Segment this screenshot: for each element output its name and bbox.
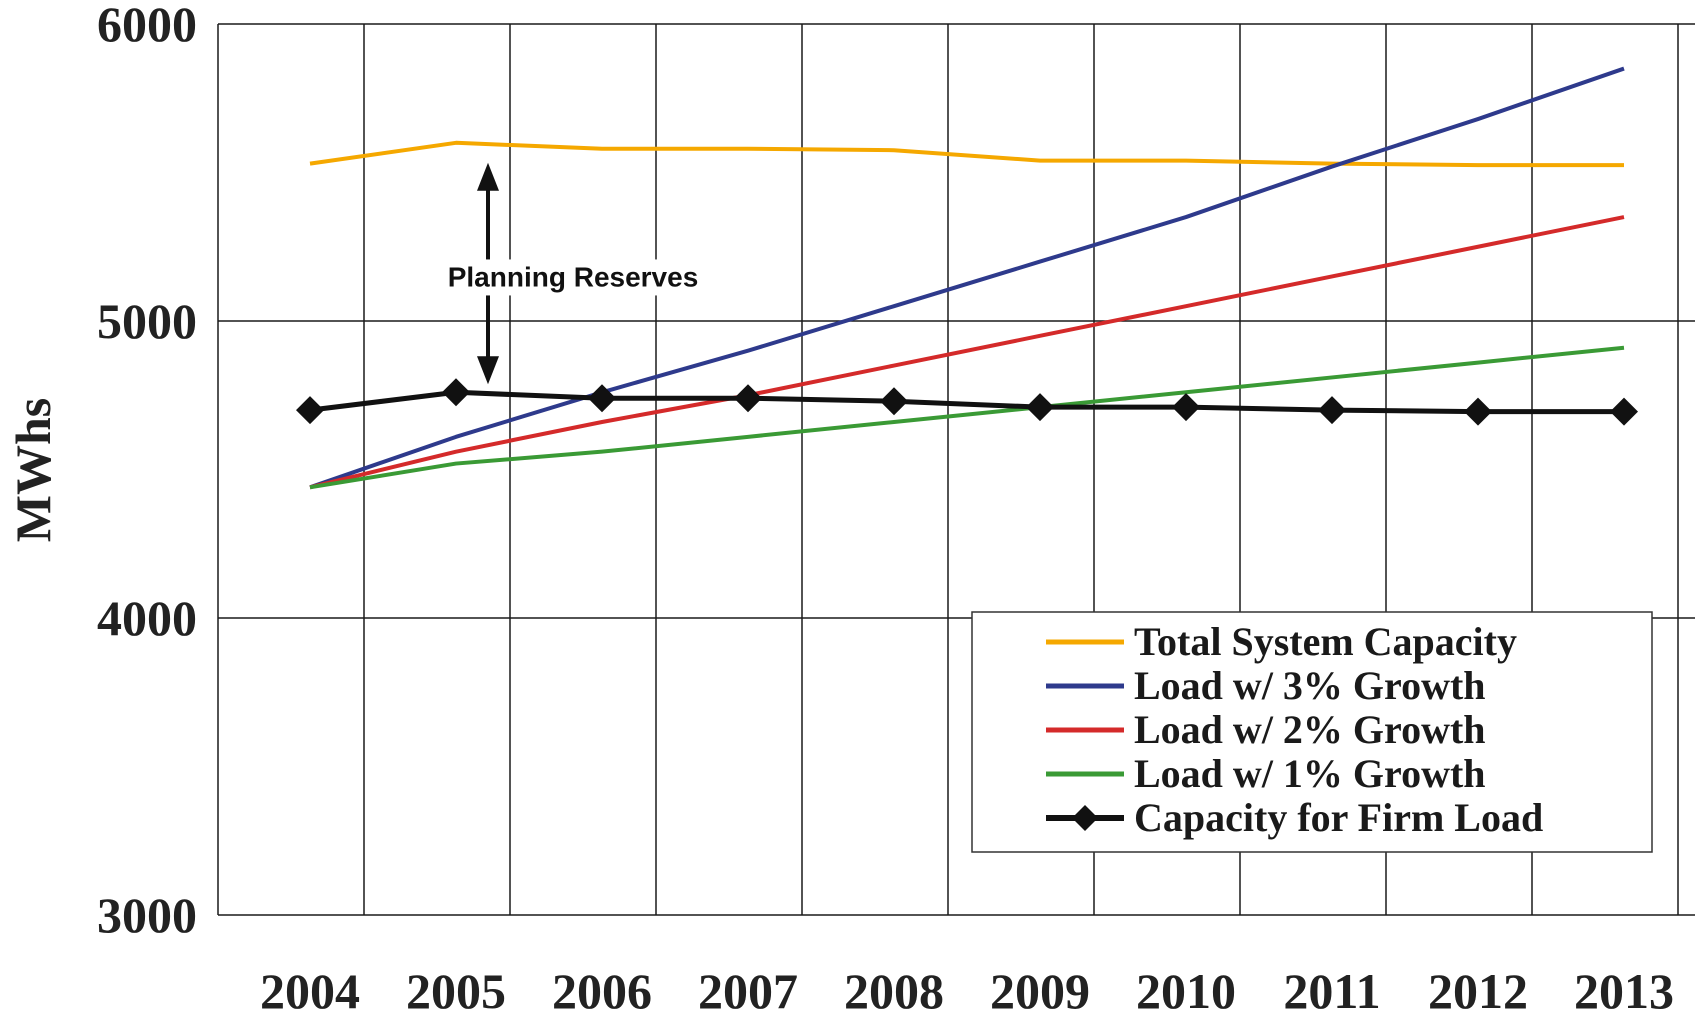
x-tick-label: 2004 [260,963,360,1017]
x-tick-label: 2008 [844,963,944,1017]
legend-label: Capacity for Firm Load [1134,795,1543,840]
x-tick-label: 2010 [1136,963,1236,1017]
legend-label: Load w/ 3% Growth [1134,663,1486,708]
diamond-marker [1026,393,1054,422]
x-axis-ticks: 2004 2005 2006 2007 2008 2009 2010 2011 2012 2013 [260,963,1674,1017]
diamond-marker [880,387,908,416]
x-tick-label: 2006 [552,963,652,1017]
y-axis-ticks: 6000 5000 4000 3000 [97,0,197,943]
series-line-3 [309,345,1625,490]
diamond-marker [1172,393,1200,422]
x-tick-label: 2005 [406,963,506,1017]
x-tick-label: 2012 [1428,963,1528,1017]
series-line-4 [309,389,1624,415]
diamond-marker [1464,397,1492,426]
y-tick-label: 3000 [97,887,197,943]
arrowhead-down-icon [477,356,499,385]
arrowhead-up-icon [477,162,499,191]
x-tick-label: 2007 [698,963,798,1017]
y-axis-label: MWhs [5,398,61,542]
planning-reserves-label: Planning Reserves [448,261,699,292]
x-tick-label: 2013 [1574,963,1674,1017]
legend-diamond-marker [1072,805,1098,831]
legend-label: Load w/ 2% Growth [1134,707,1486,752]
legend-label: Total System Capacity [1134,619,1517,664]
diamond-marker [1610,397,1638,426]
series-line-0 [309,140,1624,168]
planning-reserves-annotation: Planning Reserves [433,162,713,385]
y-tick-label: 4000 [97,590,197,646]
x-tick-label: 2009 [990,963,1090,1017]
diamond-marker [734,384,762,413]
annotation-label-background [433,259,713,296]
y-tick-label: 5000 [97,293,197,349]
diamond-marker [296,396,324,425]
y-tick-label: 6000 [97,0,197,52]
diamond-marker [588,384,616,413]
series-lines [296,66,1638,490]
x-tick-label: 2011 [1283,963,1380,1017]
diamond-marker [1318,396,1346,425]
series-line-1 [309,66,1625,490]
diamond-marker [442,378,470,407]
series-line-2 [309,215,1625,490]
legend-label: Load w/ 1% Growth [1134,751,1486,796]
